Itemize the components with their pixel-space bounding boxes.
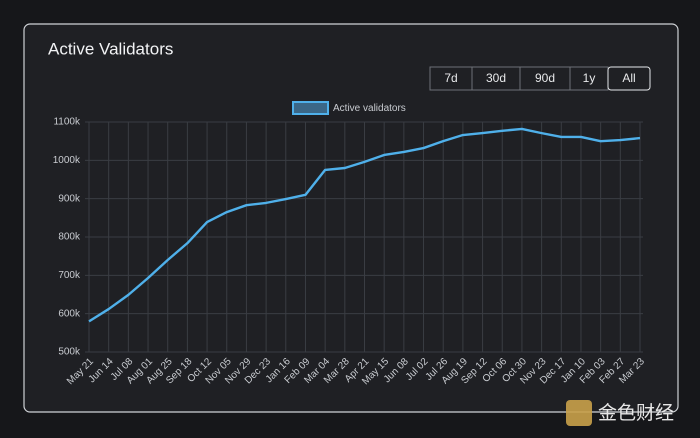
y-tick-label: 1000k [53, 155, 81, 166]
button-label: 7d [444, 71, 457, 85]
y-tick-label: 800k [58, 232, 81, 243]
y-tick-label: 600k [58, 308, 81, 319]
series-line [88, 127, 641, 323]
legend-swatch [292, 101, 329, 115]
watermark: 金色财经 [598, 402, 674, 424]
range-button[interactable]: 7d [429, 66, 473, 91]
chart-title: Active Validators [48, 39, 173, 58]
range-button[interactable]: All [607, 66, 651, 91]
button-frame [607, 66, 651, 91]
range-button[interactable]: 90d [519, 66, 571, 91]
y-tick-label: 900k [58, 193, 81, 204]
button-label: 1y [583, 71, 596, 85]
button-label: All [622, 71, 635, 85]
button-label: 90d [535, 71, 555, 85]
y-tick-label: 500k [58, 347, 81, 358]
range-button[interactable]: 30d [471, 66, 521, 91]
y-tick-label: 1100k [53, 117, 81, 128]
button-label: 30d [486, 71, 506, 85]
legend-label: Active validators [333, 103, 406, 114]
watermark-logo: 金色财经 [566, 400, 674, 426]
range-button[interactable]: 1y [569, 66, 609, 91]
y-tick-label: 700k [58, 270, 81, 281]
range-buttons: 7d 30d 90d 1y All [429, 66, 651, 91]
